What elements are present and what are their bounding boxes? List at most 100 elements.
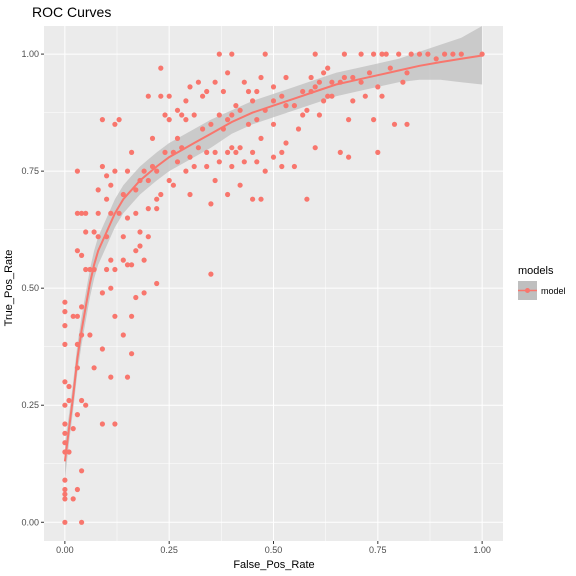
data-point — [187, 191, 193, 198]
smooth-line — [63, 54, 483, 462]
x-axis-title: False_Pos_Rate — [233, 559, 314, 571]
data-point — [208, 271, 214, 277]
data-point — [329, 93, 335, 99]
data-point — [250, 98, 256, 104]
data-point — [358, 79, 364, 85]
y-tick-label: 0.75 — [21, 166, 39, 176]
data-point — [112, 421, 118, 427]
legend-key-point — [525, 288, 530, 293]
data-point — [112, 168, 118, 174]
data-point — [241, 159, 247, 165]
data-point — [108, 285, 114, 291]
data-point — [166, 177, 172, 184]
data-point — [225, 70, 231, 76]
data-point — [258, 135, 264, 141]
data-point — [404, 121, 410, 127]
data-point — [312, 84, 318, 90]
data-point — [304, 107, 310, 113]
smooth-curve — [63, 54, 483, 462]
data-point — [195, 145, 201, 151]
data-point — [254, 117, 260, 123]
data-point — [216, 51, 222, 57]
data-point — [416, 51, 423, 57]
data-point — [154, 206, 160, 212]
ribbon-band — [64, 26, 483, 481]
y-tick-label: 0.00 — [21, 517, 39, 527]
data-point — [183, 98, 189, 104]
data-point — [371, 51, 377, 57]
data-point — [112, 266, 118, 273]
data-point — [83, 402, 89, 408]
data-point — [112, 313, 118, 319]
data-point — [279, 93, 285, 99]
data-point — [129, 149, 135, 155]
legend-title: models — [518, 265, 554, 277]
data-point — [158, 93, 164, 99]
data-point — [62, 477, 68, 483]
data-point — [216, 112, 222, 118]
data-point — [124, 262, 131, 268]
data-point — [62, 309, 68, 315]
data-point — [291, 103, 297, 109]
data-point — [191, 163, 197, 170]
data-point — [233, 149, 239, 155]
data-point — [62, 421, 68, 427]
data-point — [258, 74, 264, 81]
data-point — [104, 266, 110, 273]
data-point — [433, 56, 439, 62]
data-point — [325, 93, 331, 99]
data-point — [308, 74, 314, 81]
data-point — [154, 196, 160, 202]
data-point — [233, 103, 239, 109]
data-point — [174, 107, 181, 113]
data-point — [99, 290, 105, 296]
data-point — [99, 346, 105, 352]
data-point — [108, 182, 114, 188]
data-point — [116, 210, 122, 216]
data-point — [166, 93, 172, 99]
data-point — [62, 341, 68, 347]
data-point — [70, 313, 76, 319]
data-point — [316, 112, 322, 118]
data-point — [262, 51, 268, 57]
data-point — [371, 117, 377, 123]
data-point — [158, 191, 164, 198]
data-point — [375, 149, 381, 155]
data-point — [379, 51, 385, 57]
data-point — [83, 266, 89, 273]
data-point — [375, 84, 381, 90]
data-point — [120, 257, 126, 263]
data-point — [95, 210, 101, 216]
data-point — [212, 149, 218, 155]
data-point — [62, 402, 68, 408]
data-point — [300, 88, 306, 95]
data-point — [229, 51, 235, 57]
data-point — [62, 486, 68, 493]
data-point — [254, 159, 260, 165]
data-point — [74, 486, 80, 493]
data-point — [425, 51, 431, 57]
data-point — [366, 70, 373, 76]
data-point — [341, 51, 347, 57]
x-tick-label: 0.50 — [265, 545, 283, 555]
data-point — [200, 93, 206, 99]
data-point — [141, 290, 147, 296]
data-point — [129, 262, 135, 268]
data-point — [66, 449, 72, 455]
data-point — [62, 491, 68, 497]
data-point — [362, 93, 368, 99]
data-point — [145, 93, 151, 99]
data-point — [62, 496, 68, 502]
data-point — [200, 126, 206, 132]
data-point — [70, 426, 76, 432]
data-point — [99, 163, 105, 170]
y-axis-title: True_Pos_Rate — [3, 250, 15, 327]
data-point — [212, 79, 218, 85]
x-tick-label: 1.00 — [473, 545, 491, 555]
data-point — [62, 519, 68, 525]
x-tick-label: 0.00 — [56, 545, 74, 555]
data-point — [208, 121, 214, 127]
data-point — [87, 266, 93, 273]
data-point — [108, 210, 114, 216]
